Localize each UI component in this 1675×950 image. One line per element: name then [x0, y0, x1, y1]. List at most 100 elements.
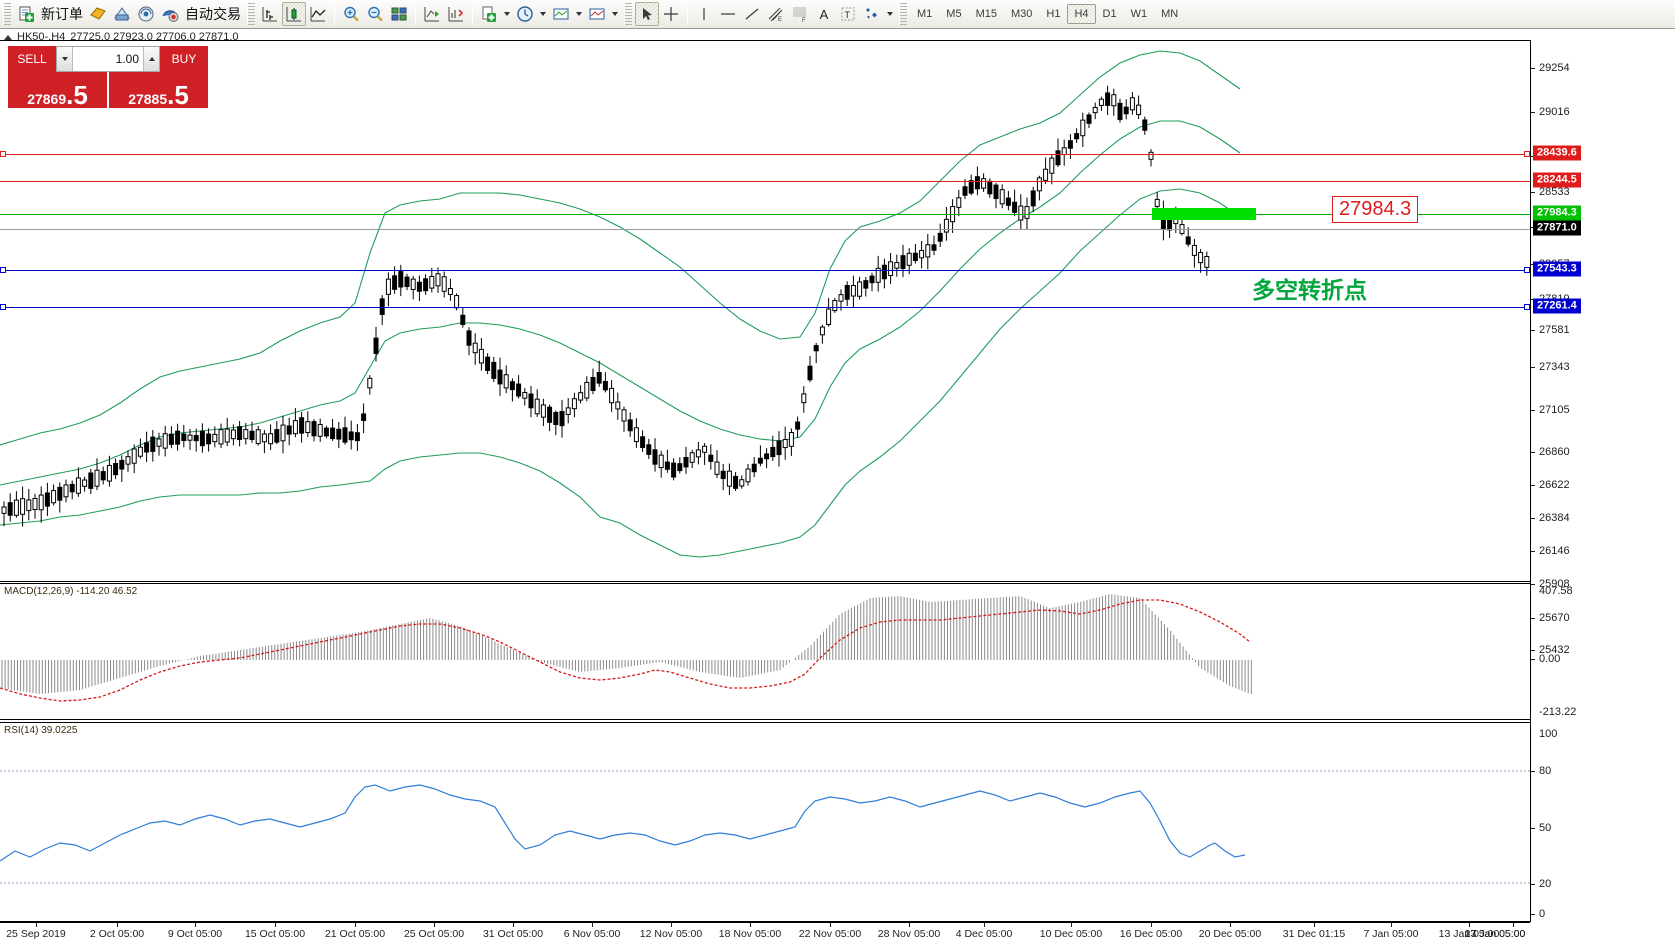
- signals-icon[interactable]: [134, 2, 158, 26]
- time-axis[interactable]: 25 Sep 2019 2 Oct 05:00 9 Oct 05:00 15 Oct …: [0, 922, 1530, 950]
- volume-increment-button[interactable]: [143, 47, 159, 71]
- volume-decrement-button[interactable]: [57, 47, 73, 71]
- pivot-line-2-handle-right[interactable]: [1524, 304, 1530, 310]
- line-chart-icon[interactable]: [306, 2, 330, 26]
- price-tag-support-green[interactable]: 27984.3: [1533, 205, 1581, 221]
- crosshair-icon[interactable]: [659, 2, 683, 26]
- time-axis-label: 7 Jan 05:00: [1363, 928, 1419, 940]
- price-annotation-box[interactable]: 27984.3: [1332, 196, 1419, 223]
- chevron-down-icon-4[interactable]: [612, 12, 618, 16]
- one-click-trading-panel[interactable]: SELL 1.00 BUY 27869 .5 27885 .5: [8, 46, 208, 108]
- text-label-icon[interactable]: T: [836, 2, 860, 26]
- hline-icon[interactable]: [716, 2, 740, 26]
- toolbar-grip-2[interactable]: [247, 3, 255, 25]
- macd-axis-label: 407.58: [1539, 585, 1573, 597]
- time-axis-label: 6 Nov 05:00: [563, 928, 621, 940]
- volume-stepper[interactable]: 1.00: [56, 46, 160, 72]
- auto-scroll-icon[interactable]: [444, 2, 468, 26]
- tf-m1[interactable]: M1: [917, 8, 933, 20]
- rsi-axis-label: 20: [1539, 878, 1552, 890]
- price-axis[interactable]: 29254 29016 28771 28533 28295 28057 2781…: [1530, 40, 1675, 922]
- price-tag-last-price[interactable]: 27871.0: [1533, 220, 1581, 236]
- tf-w1[interactable]: W1: [1130, 8, 1148, 20]
- toolbar-grip-3[interactable]: [624, 3, 632, 25]
- time-axis-label: 31 Dec 01:15: [1282, 928, 1346, 940]
- tf-h1[interactable]: H1: [1046, 8, 1061, 20]
- last-price-line[interactable]: [0, 229, 1530, 230]
- resistance-line-1[interactable]: [0, 154, 1530, 155]
- equidistant-channel-icon[interactable]: E: [764, 2, 788, 26]
- tf-mn[interactable]: MN: [1161, 8, 1179, 20]
- time-axis-label: 15 Oct 05:00: [244, 928, 306, 940]
- macd-pane[interactable]: MACD(12,26,9) -114.20 46.52: [0, 583, 1530, 720]
- axis-tick: [1531, 68, 1535, 69]
- vline-icon[interactable]: [692, 2, 716, 26]
- indicators-icon[interactable]: [110, 2, 134, 26]
- objects-icon[interactable]: [860, 2, 884, 26]
- macd-axis-label: 0.00: [1539, 653, 1561, 665]
- price-tag-pivot-1[interactable]: 27543.3: [1533, 261, 1581, 277]
- trendline-icon[interactable]: [740, 2, 764, 26]
- cursor-icon[interactable]: [635, 2, 659, 26]
- tf-d1[interactable]: D1: [1102, 8, 1117, 20]
- tf-m5[interactable]: M5: [946, 8, 962, 20]
- rsi-axis-label: 100: [1539, 728, 1558, 740]
- price-tag-resistance-1[interactable]: 28439.6: [1533, 145, 1581, 161]
- time-axis-label: 20 Dec 05:00: [1198, 928, 1262, 940]
- rsi-pane[interactable]: RSI(14) 39.0225: [0, 722, 1530, 922]
- buy-button[interactable]: BUY: [160, 46, 208, 72]
- resistance-line-1-handle-left[interactable]: [0, 151, 6, 157]
- bar-chart-icon[interactable]: [258, 2, 282, 26]
- chevron-down-icon-5[interactable]: [887, 12, 893, 16]
- resistance-line-2[interactable]: [0, 181, 1530, 182]
- green-zone-highlight[interactable]: [1152, 208, 1256, 220]
- autotrading-label[interactable]: 自动交易: [185, 6, 241, 22]
- price-tag-resistance-2[interactable]: 28244.5: [1533, 172, 1581, 188]
- pivot-line-2-handle-left[interactable]: [0, 304, 6, 310]
- templates-icon[interactable]: [585, 2, 609, 26]
- main-price-pane[interactable]: [0, 40, 1530, 582]
- candlestick-chart-icon[interactable]: [282, 2, 306, 26]
- zoom-in-icon[interactable]: [339, 2, 363, 26]
- indicator-list-icon[interactable]: [549, 2, 573, 26]
- text-icon[interactable]: A: [819, 6, 829, 22]
- new-order-label[interactable]: 新订单: [41, 6, 83, 22]
- pivot-line-1-handle-left[interactable]: [0, 267, 6, 273]
- sell-button[interactable]: SELL: [8, 46, 56, 72]
- tf-m30[interactable]: M30: [1010, 8, 1033, 20]
- pivot-line-1[interactable]: [0, 270, 1530, 271]
- zoom-out-icon[interactable]: [363, 2, 387, 26]
- price-tag-pivot-2[interactable]: 27261.4: [1533, 298, 1581, 314]
- chevron-down-icon-3[interactable]: [576, 12, 582, 16]
- timeframe-icon[interactable]: [513, 2, 537, 26]
- ask-price[interactable]: 27885 .5: [109, 72, 208, 108]
- new-chart-icon[interactable]: [477, 2, 501, 26]
- new-order-icon[interactable]: [14, 2, 38, 26]
- support-line-green[interactable]: [0, 214, 1530, 215]
- axis-tick: [1531, 367, 1535, 368]
- volume-value[interactable]: 1.00: [115, 52, 139, 66]
- pivot-line-1-handle-right[interactable]: [1524, 267, 1530, 273]
- time-axis-label: 25 Sep 2019: [6, 928, 66, 940]
- turning-point-note[interactable]: 多空转折点: [1252, 278, 1367, 304]
- fibonacci-icon[interactable]: F: [788, 2, 812, 26]
- autotrading-icon[interactable]: [158, 2, 182, 26]
- tf-h4[interactable]: H4: [1067, 4, 1096, 24]
- template-icon[interactable]: [86, 2, 110, 26]
- pivot-line-2[interactable]: [0, 307, 1530, 308]
- tile-windows-icon[interactable]: [387, 2, 411, 26]
- chevron-down-icon-2[interactable]: [540, 12, 546, 16]
- toolbar-grip-4[interactable]: [899, 3, 907, 25]
- time-axis-label: 18 Nov 05:00: [718, 928, 782, 940]
- tf-m15[interactable]: M15: [975, 8, 997, 20]
- toolbar-grip[interactable]: [3, 3, 11, 25]
- chevron-down-icon-1[interactable]: [504, 12, 510, 16]
- chart-shift-icon[interactable]: [420, 2, 444, 26]
- time-axis-label: 9 Oct 05:00: [167, 928, 223, 940]
- time-axis-label: 10 Dec 05:00: [1039, 928, 1103, 940]
- time-axis-tick: [1469, 923, 1470, 927]
- resistance-line-1-handle-right[interactable]: [1524, 151, 1530, 157]
- collapse-triangle-icon[interactable]: [4, 34, 12, 40]
- bid-price[interactable]: 27869 .5: [8, 72, 107, 108]
